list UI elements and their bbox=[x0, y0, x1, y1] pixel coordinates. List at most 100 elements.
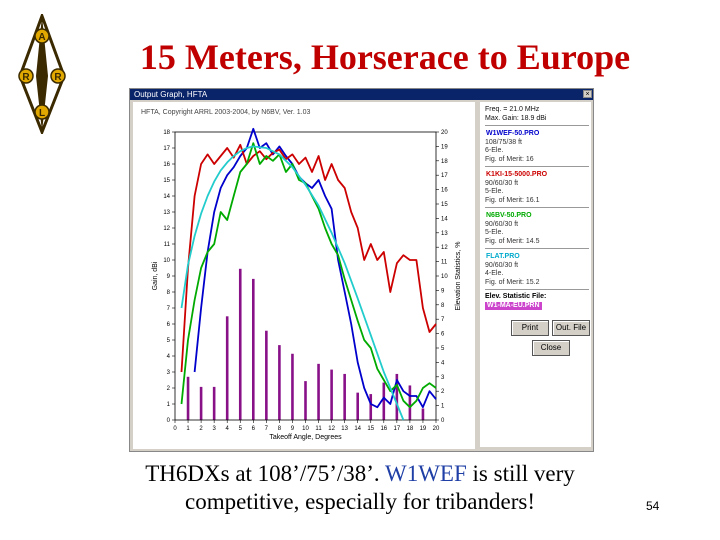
y2-tick-label: 7 bbox=[441, 317, 445, 323]
profile-merit: Fig. of Merit: 16 bbox=[485, 155, 534, 163]
y-tick-label: 11 bbox=[164, 242, 171, 248]
profile-name-k1ki: K1KI-15-5000.PRO bbox=[486, 171, 548, 178]
elevation-bar bbox=[369, 394, 373, 420]
window-title: Output Graph, HFTA bbox=[134, 90, 208, 99]
logo-circle-top bbox=[34, 28, 50, 44]
caption-part2: is still very bbox=[472, 461, 575, 486]
x-tick-label: 17 bbox=[394, 426, 401, 432]
x-tick-label: 3 bbox=[212, 426, 216, 432]
y-tick-label: 17 bbox=[163, 146, 170, 152]
y-tick-label: 16 bbox=[163, 162, 170, 168]
elev-statistic-label: Elev. Statistic File: bbox=[485, 293, 547, 300]
caption-highlight: W1WEF bbox=[385, 461, 467, 486]
profile-height: 90/60/30 ft bbox=[485, 179, 519, 187]
print-button[interactable]: Print bbox=[511, 320, 549, 336]
x-tick-label: 7 bbox=[265, 426, 269, 432]
y-tick-label: 8 bbox=[167, 290, 171, 296]
elevation-bar bbox=[199, 386, 203, 420]
profile-merit: Fig. of Merit: 15.2 bbox=[485, 278, 540, 286]
logo-letter-a: A bbox=[38, 32, 45, 43]
profile-type: 5-Ele. bbox=[485, 188, 504, 195]
series-line-w1wef bbox=[193, 127, 437, 409]
profile-merit: Fig. of Merit: 14.5 bbox=[485, 237, 540, 245]
page-number: 54 bbox=[646, 499, 660, 513]
y2-tick-label: 3 bbox=[441, 375, 445, 381]
x-tick-label: 0 bbox=[173, 426, 177, 432]
profile-height: 90/60/30 ft bbox=[485, 261, 519, 269]
y-tick-label: 18 bbox=[163, 130, 170, 136]
y2-tick-label: 16 bbox=[441, 188, 448, 194]
y2-axis-label: Elevation Statistics, % bbox=[455, 242, 462, 311]
y-tick-label: 13 bbox=[163, 210, 170, 216]
x-tick-label: 20 bbox=[433, 426, 440, 432]
out-file-button[interactable]: Out. File bbox=[552, 320, 590, 336]
y-axis-label: Gain, dBi bbox=[152, 261, 159, 290]
y2-tick-label: 18 bbox=[441, 159, 448, 165]
elevation-bar bbox=[291, 353, 294, 420]
logo-letter-r1: R bbox=[22, 72, 30, 83]
x-tick-label: 8 bbox=[278, 426, 282, 432]
x-axis-label: Takeoff Angle, Degrees bbox=[269, 434, 342, 441]
elevation-bar bbox=[343, 373, 346, 420]
profile-type: 6-Ele. bbox=[485, 147, 504, 154]
slide-caption: TH6DXs at 108’/75’/38’. W1WEF is still v… bbox=[110, 460, 610, 516]
y-tick-label: 1 bbox=[167, 402, 171, 408]
profile-name-n6bv: N6BV-50.PRO bbox=[486, 212, 532, 219]
x-tick-label: 16 bbox=[380, 426, 387, 432]
y2-tick-label: 2 bbox=[441, 389, 445, 395]
elevation-bar bbox=[186, 376, 190, 420]
y2-tick-label: 20 bbox=[441, 130, 448, 136]
profile-type: 5-Ele. bbox=[485, 229, 504, 236]
elevation-bar bbox=[317, 363, 320, 420]
profile-height: 108/75/38 ft bbox=[485, 138, 522, 146]
window-close-button[interactable]: × bbox=[583, 90, 592, 98]
elevation-bar bbox=[395, 373, 399, 420]
elev-statistic-file[interactable]: W1-MA-EU.PRN bbox=[485, 301, 542, 310]
gain-series bbox=[180, 127, 437, 421]
series-line-k1ki bbox=[180, 143, 437, 373]
y2-tick-label: 17 bbox=[441, 173, 448, 179]
x-tick-label: 9 bbox=[291, 426, 295, 432]
elevation-bar bbox=[382, 382, 386, 420]
elevation-bar bbox=[304, 381, 307, 420]
y-tick-label: 0 bbox=[167, 418, 171, 424]
y2-tick-label: 8 bbox=[441, 303, 445, 309]
y2-tick-label: 15 bbox=[441, 202, 448, 208]
elevation-bar bbox=[252, 278, 255, 420]
hfta-output-window: Output Graph, HFTA × HFTA, Copyright ARR… bbox=[129, 88, 594, 452]
plot-header: HFTA, Copyright ARRL 2003-2004, by N6BV,… bbox=[141, 109, 310, 116]
elevation-bar bbox=[408, 385, 412, 420]
y-tick-label: 4 bbox=[167, 354, 171, 360]
y2-tick-label: 12 bbox=[441, 245, 448, 251]
y-tick-label: 5 bbox=[167, 338, 171, 344]
caption-part1: TH6DXs at 108’/75’/38’. bbox=[145, 461, 380, 486]
y-tick-label: 15 bbox=[163, 178, 170, 184]
elevation-bar bbox=[421, 408, 425, 420]
y2-tick-label: 5 bbox=[441, 346, 445, 352]
x-tick-label: 14 bbox=[354, 426, 361, 432]
profile-height: 90/60/30 ft bbox=[485, 220, 519, 228]
elevation-bars bbox=[186, 268, 425, 420]
x-tick-label: 6 bbox=[252, 426, 256, 432]
divider bbox=[485, 289, 589, 290]
elevation-bar bbox=[225, 316, 229, 420]
side-info: Freq. = 21.0 MHz Max. Gain: 18.9 dBi W1W… bbox=[485, 106, 589, 310]
logo-tower-icon bbox=[36, 16, 48, 132]
divider bbox=[485, 248, 589, 249]
elevation-bar bbox=[278, 345, 281, 420]
y2-tick-label: 14 bbox=[441, 216, 448, 222]
divider bbox=[485, 207, 589, 208]
caption-line2: competitive, especially for tribanders! bbox=[185, 489, 535, 514]
y2-tick-label: 0 bbox=[441, 418, 445, 424]
x-tick-label: 19 bbox=[420, 426, 427, 432]
profile-type: 4-Ele. bbox=[485, 270, 504, 277]
x-tick-label: 2 bbox=[199, 426, 203, 432]
x-tick-label: 12 bbox=[328, 426, 335, 432]
close-button[interactable]: Close bbox=[532, 340, 570, 356]
y2-tick-label: 6 bbox=[441, 332, 445, 338]
elevation-bar bbox=[265, 330, 268, 420]
gain-chart: HFTA, Copyright ARRL 2003-2004, by N6BV,… bbox=[141, 109, 462, 441]
x-tick-label: 15 bbox=[367, 426, 374, 432]
x-tick-label: 4 bbox=[226, 426, 230, 432]
x-tick-label: 13 bbox=[341, 426, 348, 432]
